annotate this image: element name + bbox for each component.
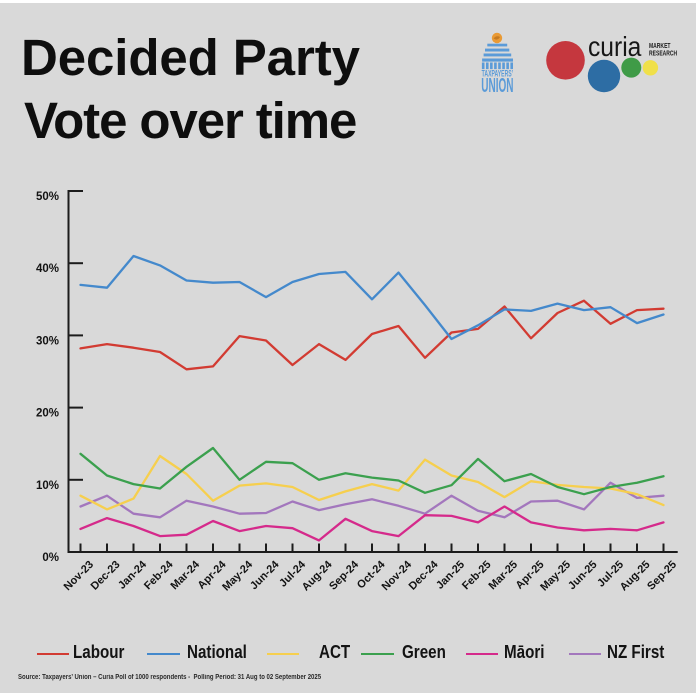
svg-text:RESEARCH: RESEARCH <box>649 50 677 58</box>
svg-text:50%: 50% <box>36 191 59 203</box>
svg-text:TAXPAYERS’: TAXPAYERS’ <box>482 68 513 79</box>
svg-text:10%: 10% <box>36 480 59 492</box>
svg-text:0%: 0% <box>42 552 59 564</box>
svg-text:curia: curia <box>588 31 642 63</box>
svg-text:MARKET: MARKET <box>649 42 671 50</box>
svg-text:UNION: UNION <box>481 75 513 97</box>
svg-text:40%: 40% <box>36 263 59 275</box>
svg-text:20%: 20% <box>36 408 59 420</box>
svg-text:30%: 30% <box>36 335 59 347</box>
